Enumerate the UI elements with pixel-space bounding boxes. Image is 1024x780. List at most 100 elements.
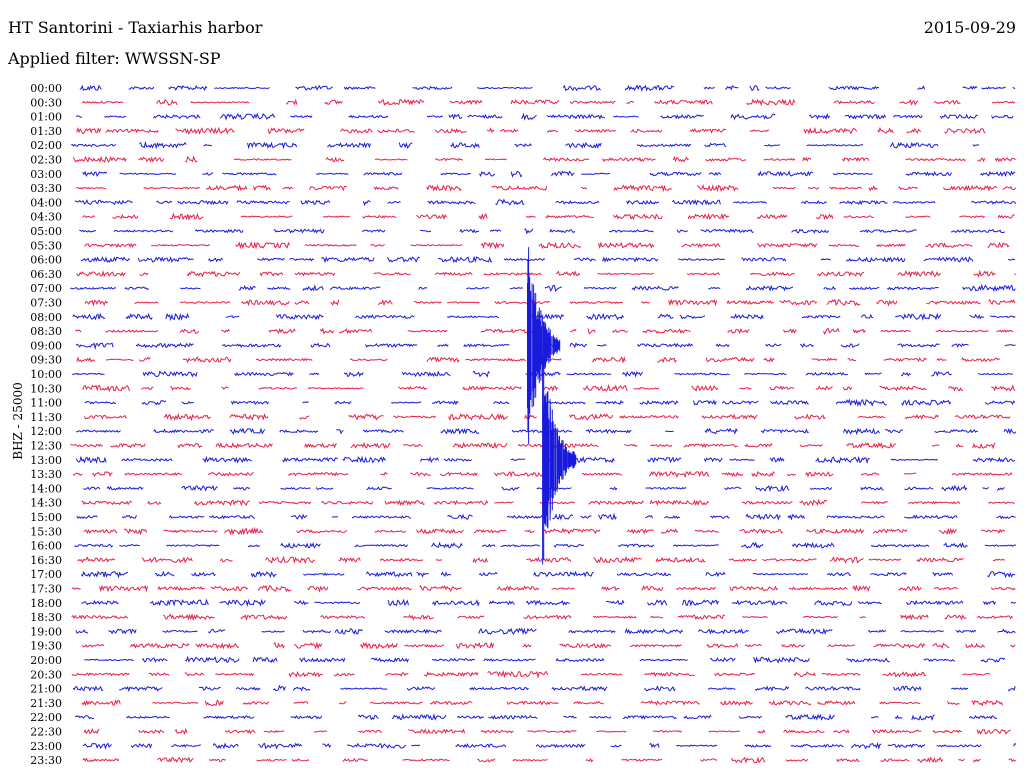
row-label-1530: 15:30 <box>30 525 62 538</box>
trace-1030 <box>82 383 1016 393</box>
row-label-0930: 09:30 <box>30 354 62 367</box>
row-label-0200: 02:00 <box>30 139 62 152</box>
row-label-2330: 23:30 <box>30 754 62 767</box>
row-label-2230: 22:30 <box>30 726 62 739</box>
trace-0130 <box>76 126 986 135</box>
trace-0700 <box>70 283 1016 293</box>
trace-0400 <box>74 198 1017 207</box>
row-label-1730: 17:30 <box>30 583 62 596</box>
trace-2300 <box>82 742 1017 750</box>
row-label-1230: 12:30 <box>30 440 62 453</box>
trace-0200 <box>71 140 980 150</box>
row-label-2300: 23:00 <box>30 740 62 753</box>
trace-0900 <box>75 342 1016 350</box>
trace-1200 <box>76 427 1017 436</box>
trace-1830 <box>71 612 1014 622</box>
row-label-0230: 02:30 <box>30 154 62 167</box>
trace-0430 <box>82 212 1015 222</box>
trace-1600 <box>74 541 1017 549</box>
row-label-0300: 03:00 <box>30 168 62 181</box>
trace-1530 <box>83 526 1005 536</box>
trace-2000 <box>84 655 1006 664</box>
trace-1330 <box>72 470 1013 479</box>
row-label-1200: 12:00 <box>30 425 62 438</box>
station-title: HT Santorini - Taxiarhis harbor <box>8 18 263 37</box>
trace-1300 <box>75 455 1016 465</box>
trace-0300 <box>82 170 1016 178</box>
row-label-0500: 05:00 <box>30 225 62 238</box>
row-label-2100: 21:00 <box>30 683 62 696</box>
trace-1130 <box>83 413 1011 422</box>
row-label-0530: 05:30 <box>30 239 62 252</box>
row-label-1300: 13:00 <box>30 454 62 467</box>
row-label-1430: 14:30 <box>30 497 62 510</box>
trace-0730 <box>84 298 1016 307</box>
date-label: 2015-09-29 <box>923 18 1016 37</box>
trace-0630 <box>76 269 1017 278</box>
row-label-1600: 16:00 <box>30 540 62 553</box>
row-label-1630: 16:30 <box>30 554 62 567</box>
trace-1430 <box>81 498 1015 507</box>
trace-1700 <box>80 570 1016 579</box>
trace-2130 <box>81 699 1004 707</box>
row-label-1330: 13:30 <box>30 468 62 481</box>
row-label-0700: 07:00 <box>30 282 62 295</box>
trace-2100 <box>72 684 1016 693</box>
event-0 <box>527 247 561 444</box>
row-label-1800: 18:00 <box>30 597 62 610</box>
row-label-0100: 01:00 <box>30 111 62 124</box>
row-label-0430: 04:30 <box>30 211 62 224</box>
row-label-1830: 18:30 <box>30 611 62 624</box>
row-label-2130: 21:30 <box>30 697 62 710</box>
trace-0100 <box>75 112 1014 121</box>
trace-0030 <box>82 98 1016 107</box>
trace-1800 <box>81 598 1017 607</box>
row-label-0900: 09:00 <box>30 339 62 352</box>
trace-1730 <box>72 584 1016 593</box>
row-label-1030: 10:30 <box>30 382 62 395</box>
trace-2200 <box>74 713 998 722</box>
row-label-1400: 14:00 <box>30 482 62 495</box>
trace-1230 <box>70 441 996 450</box>
row-label-0800: 08:00 <box>30 311 62 324</box>
trace-0230 <box>73 155 1016 164</box>
row-label-0730: 07:30 <box>30 297 62 310</box>
trace-2230 <box>83 727 1011 735</box>
trace-1400 <box>83 484 1005 493</box>
row-label-2000: 20:00 <box>30 654 62 667</box>
trace-0800 <box>72 312 1016 322</box>
row-label-0330: 03:30 <box>30 182 62 195</box>
row-label-1930: 19:30 <box>30 640 62 653</box>
trace-0330 <box>76 184 1017 193</box>
row-label-0400: 04:00 <box>30 196 62 209</box>
filter-label: Applied filter: WWSSN-SP <box>8 49 221 68</box>
row-label-0000: 00:00 <box>30 82 62 95</box>
trace-0530 <box>84 241 1010 250</box>
trace-1900 <box>75 627 1016 635</box>
trace-0830 <box>74 327 1014 335</box>
row-label-2200: 22:00 <box>30 711 62 724</box>
row-label-0030: 00:30 <box>30 96 62 109</box>
row-label-1100: 11:00 <box>30 397 62 410</box>
trace-1500 <box>76 512 1016 521</box>
row-label-1500: 15:00 <box>30 511 62 524</box>
row-label-0600: 06:00 <box>30 254 62 267</box>
row-label-1700: 17:00 <box>30 568 62 581</box>
trace-1930 <box>81 641 1016 650</box>
trace-1100 <box>84 398 1016 408</box>
row-label-0630: 06:30 <box>30 268 62 281</box>
trace-0600 <box>80 255 1016 264</box>
trace-0930 <box>76 356 1001 364</box>
row-label-0830: 08:30 <box>30 325 62 338</box>
row-label-1900: 19:00 <box>30 625 62 638</box>
row-label-2030: 20:30 <box>30 668 62 681</box>
trace-1630 <box>77 555 1006 565</box>
row-label-1000: 10:00 <box>30 368 62 381</box>
trace-0000 <box>79 84 1016 92</box>
trace-2030 <box>71 669 991 679</box>
event-1 <box>542 355 577 565</box>
trace-2330 <box>82 756 1016 764</box>
trace-0500 <box>79 228 1006 235</box>
row-label-1130: 11:30 <box>30 411 62 424</box>
